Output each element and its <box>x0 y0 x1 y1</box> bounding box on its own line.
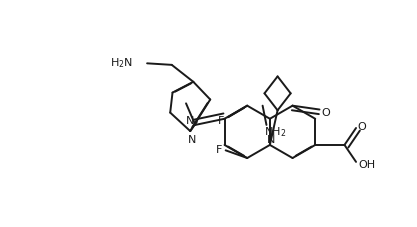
Text: O: O <box>321 107 330 117</box>
Text: F: F <box>216 144 222 154</box>
Text: OH: OH <box>358 160 375 169</box>
Text: N: N <box>267 134 276 144</box>
Text: F: F <box>218 116 224 126</box>
Text: N: N <box>188 134 197 144</box>
Text: N: N <box>186 116 194 126</box>
Text: NH$_2$: NH$_2$ <box>264 125 287 138</box>
Text: O: O <box>358 121 367 131</box>
Text: H$_2$N: H$_2$N <box>110 56 133 69</box>
